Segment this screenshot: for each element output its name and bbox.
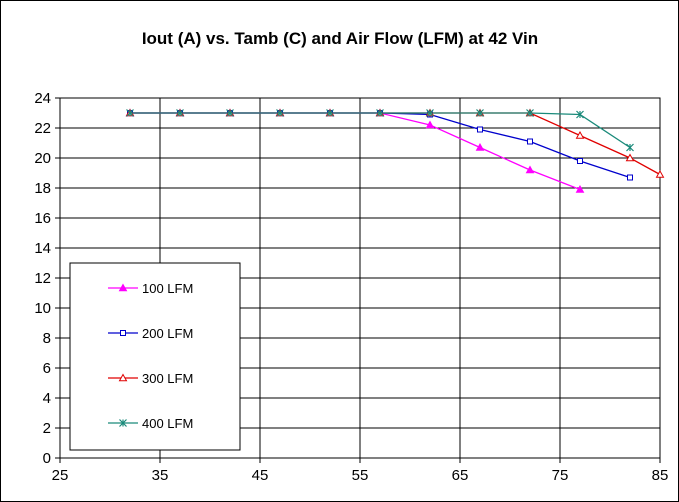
legend-label-100-lfm: 100 LFM: [142, 281, 193, 296]
series-line-200-lfm: [130, 112, 631, 179]
legend-marker-400-lfm: [119, 419, 127, 427]
x-tick-label-1: 35: [152, 467, 169, 484]
y-tick-label-0: 0: [43, 450, 51, 467]
data-point-100-lfm-7: [475, 142, 485, 151]
y-tick-label-6: 12: [34, 270, 51, 287]
y-tick-label-7: 14: [34, 240, 51, 257]
data-point-100-lfm-9: [575, 184, 585, 193]
legend: 100 LFM 200 LFM 300 LFM 400 LFM: [69, 262, 241, 451]
x-tick-label-0: 25: [52, 467, 69, 484]
legend-item-400-lfm: 400 LFM: [108, 416, 193, 431]
data-point-300-lfm-10: [625, 153, 635, 162]
y-tick-label-12: 24: [34, 90, 51, 107]
series-line-300-lfm: [130, 112, 661, 176]
x-tick-labels: 25 35 45 55 65 75 85: [52, 467, 669, 484]
data-point-200-lfm-9: [577, 158, 583, 164]
data-point-200-lfm-8: [527, 138, 533, 145]
data-point-400-lfm-2: [226, 109, 234, 117]
data-point-400-lfm-9: [576, 110, 584, 119]
y-tick-label-4: 8: [43, 330, 51, 347]
legend-item-200-lfm: 200 LFM: [108, 326, 193, 341]
data-point-400-lfm-0: [126, 109, 134, 117]
legend-marker-100-lfm: [118, 283, 128, 292]
legend-marker-200-lfm: [120, 330, 126, 336]
x-tick-label-5: 75: [552, 467, 569, 484]
legend-label-300-lfm: 300 LFM: [142, 371, 193, 386]
x-tick-label-3: 55: [352, 467, 369, 484]
data-point-400-lfm-1: [176, 109, 184, 117]
data-point-300-lfm-11: [655, 169, 665, 178]
legend-marker-300-lfm: [118, 373, 128, 382]
y-tick-label-2: 4: [43, 390, 51, 407]
data-point-400-lfm-8: [526, 109, 534, 117]
series-200-lfm: [127, 110, 633, 181]
data-point-400-lfm-7: [476, 109, 484, 117]
data-point-100-lfm-8: [525, 165, 535, 174]
x-tick-label-4: 65: [452, 467, 469, 484]
legend-item-100-lfm: 100 LFM: [108, 281, 193, 296]
series-line-100-lfm: [130, 112, 581, 191]
y-tick-label-9: 18: [34, 180, 51, 197]
data-point-200-lfm-10: [627, 174, 633, 181]
y-tick-label-11: 22: [34, 120, 51, 137]
legend-item-300-lfm: 300 LFM: [108, 371, 193, 386]
legend-label-200-lfm: 200 LFM: [142, 326, 193, 341]
data-point-400-lfm-4: [326, 109, 334, 117]
series-300-lfm: [125, 108, 665, 178]
legend-label-400-lfm: 400 LFM: [142, 416, 193, 431]
data-point-300-lfm-9: [575, 130, 585, 139]
series-400-lfm: [126, 109, 634, 152]
chart-title: Iout (A) vs. Tamb (C) and Air Flow (LFM)…: [142, 29, 538, 48]
axes: [55, 97, 661, 463]
y-tick-label-10: 20: [34, 150, 51, 167]
x-tick-label-6: 85: [652, 467, 669, 484]
series-line-400-lfm: [130, 112, 631, 149]
data-point-400-lfm-6: [426, 109, 434, 117]
data-point-400-lfm-10: [626, 143, 634, 152]
data-point-100-lfm-6: [425, 120, 435, 129]
y-tick-label-8: 16: [34, 210, 51, 227]
series-group: [125, 108, 665, 193]
data-point-200-lfm-7: [477, 126, 483, 133]
data-point-400-lfm-5: [376, 109, 384, 117]
y-tick-label-1: 2: [43, 420, 51, 437]
y-tick-label-5: 10: [34, 300, 51, 317]
series-100-lfm: [125, 108, 585, 193]
x-tick-label-2: 45: [252, 467, 269, 484]
legend-box: [69, 262, 241, 451]
data-point-400-lfm-3: [276, 109, 284, 117]
y-tick-label-3: 6: [43, 360, 51, 377]
